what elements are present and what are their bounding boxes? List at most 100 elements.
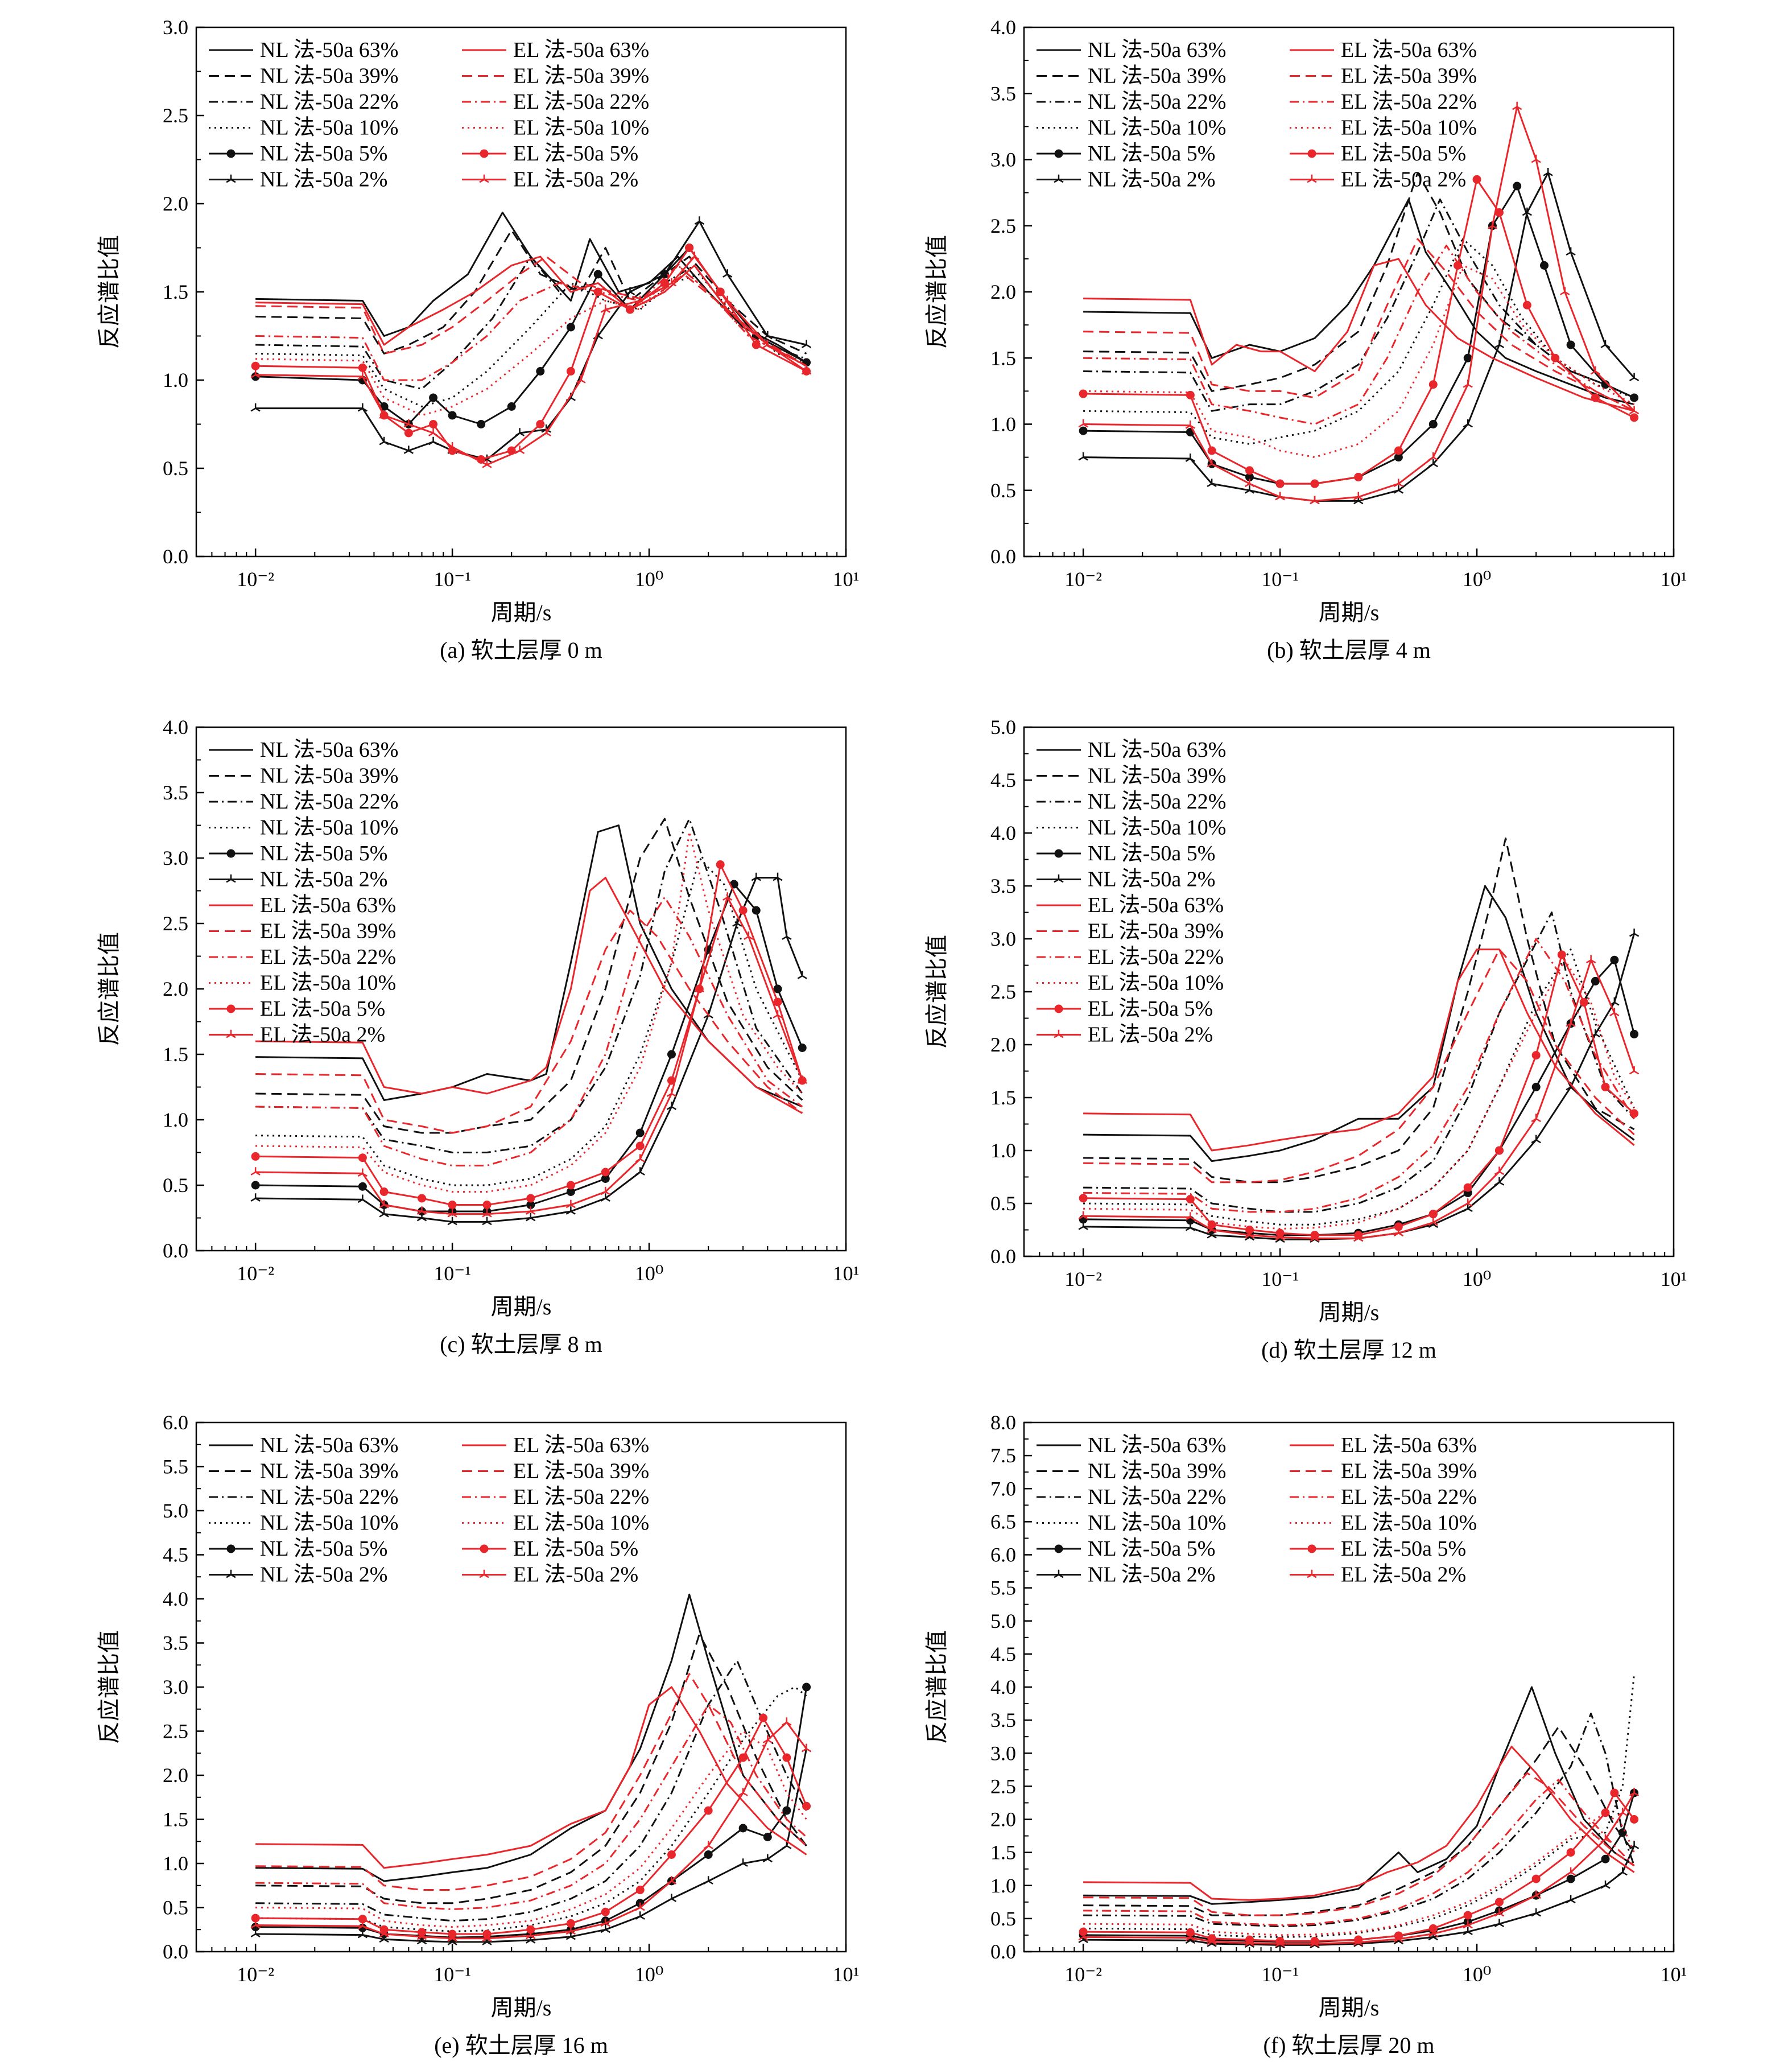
series-line-11 xyxy=(1083,178,1635,485)
legend-label: EL 法-50a 2% xyxy=(1341,168,1466,192)
data-point xyxy=(1566,1867,1576,1876)
data-point xyxy=(250,369,261,378)
data-point xyxy=(1522,207,1533,216)
data-point xyxy=(1207,459,1217,468)
data-point xyxy=(635,1911,645,1920)
data-point xyxy=(1531,1082,1541,1091)
data-point xyxy=(635,1902,645,1911)
legend-label: EL 法-50a 39% xyxy=(1341,1459,1477,1483)
panel-caption: (e) 软土层厚 16 m xyxy=(434,2032,608,2058)
data-point xyxy=(689,251,700,260)
data-point xyxy=(566,367,575,376)
y-tick-label: 4.0 xyxy=(163,1587,188,1610)
legend-sample-11-marker xyxy=(226,1004,236,1013)
series-line-8 xyxy=(255,909,803,1134)
data-point xyxy=(1244,479,1255,487)
data-point xyxy=(1531,154,1541,163)
data-point xyxy=(1601,1082,1610,1091)
y-tick-label: 3.0 xyxy=(990,1742,1016,1764)
legend-label: NL 法-50a 2% xyxy=(1088,168,1215,192)
series-line-9 xyxy=(1083,1779,1635,1926)
data-point xyxy=(1310,479,1319,488)
legend-sample-5-marker xyxy=(226,849,236,858)
data-point xyxy=(1079,1194,1088,1203)
data-point xyxy=(1630,1029,1639,1038)
data-point xyxy=(565,1931,576,1940)
legend-label: NL 法-50a 10% xyxy=(260,1511,398,1535)
legend-sample-6-marker xyxy=(1054,874,1064,883)
series-line-11 xyxy=(1083,1792,1635,1942)
data-point xyxy=(1566,247,1576,256)
series-line-5 xyxy=(255,247,807,425)
data-point xyxy=(379,1929,389,1937)
legend-label: EL 法-50a 5% xyxy=(1341,142,1466,166)
data-point xyxy=(667,1050,676,1059)
series-line-8 xyxy=(1083,238,1635,412)
data-point xyxy=(759,1713,768,1722)
series-line-9 xyxy=(255,896,803,1166)
legend-label: EL 法-50a 2% xyxy=(513,1563,638,1587)
y-tick-label: 6.5 xyxy=(990,1510,1016,1533)
data-point xyxy=(801,1743,812,1753)
data-point xyxy=(1531,1114,1541,1123)
data-point xyxy=(379,1199,389,1209)
legend-label: NL 法-50a 10% xyxy=(1088,116,1226,140)
data-point xyxy=(482,1201,492,1209)
x-axis-label: 周期/s xyxy=(491,1995,552,2020)
data-point xyxy=(566,1919,575,1928)
y-tick-label: 0.0 xyxy=(990,1940,1016,1963)
legend-label: EL 法-50a 63% xyxy=(260,893,396,917)
data-point xyxy=(1185,1932,1196,1941)
legend-sample-11-marker xyxy=(480,149,489,158)
data-point xyxy=(251,361,260,370)
legend-sample-12-marker xyxy=(479,174,489,183)
data-point xyxy=(1078,1211,1088,1220)
x-tick-label: 10¹ xyxy=(833,1963,860,1986)
data-point xyxy=(250,1167,261,1176)
legend-label: NL 法-50a 5% xyxy=(260,142,387,166)
y-tick-label: 6.0 xyxy=(163,1411,188,1434)
series-line-9 xyxy=(1083,245,1635,425)
y-tick-label: 1.5 xyxy=(990,347,1016,369)
data-point xyxy=(1494,1146,1504,1155)
data-point xyxy=(1630,393,1639,402)
data-point xyxy=(1600,340,1611,348)
x-tick-label: 10⁰ xyxy=(635,1963,663,1986)
data-point xyxy=(1601,1808,1610,1817)
data-point xyxy=(566,323,575,332)
y-tick-label: 3.5 xyxy=(163,1632,188,1655)
data-point xyxy=(447,1217,457,1226)
data-point xyxy=(1078,452,1088,461)
legend-label: EL 法-50a 10% xyxy=(513,116,649,140)
data-point xyxy=(738,1824,748,1833)
legend-label: NL 法-50a 39% xyxy=(1088,764,1226,788)
data-point xyxy=(694,216,705,225)
legend-label: EL 法-50a 5% xyxy=(260,997,385,1021)
x-axis-label: 周期/s xyxy=(1319,1300,1380,1325)
data-point xyxy=(1454,261,1463,270)
data-point xyxy=(1617,1808,1628,1816)
legend-label: NL 法-50a 63% xyxy=(260,738,398,762)
legend-sample-11-marker xyxy=(1307,149,1316,158)
data-point xyxy=(428,436,439,446)
x-tick-label: 10⁻² xyxy=(237,1262,274,1285)
data-point xyxy=(1617,1867,1628,1876)
data-point xyxy=(357,1168,368,1177)
y-axis-label: 反应谱比值 xyxy=(96,932,122,1046)
data-point xyxy=(1185,1222,1196,1231)
series-group xyxy=(1078,101,1640,505)
data-point xyxy=(762,1854,773,1863)
chart-panel-1: 0.0 0.5 1.0 1.5 2.0 2.5 3.0 10⁻² 10⁻¹ 10⁰ 10¹ 周期/s 反… xyxy=(96,16,859,663)
data-point xyxy=(704,1806,713,1815)
data-point xyxy=(635,295,645,304)
data-point xyxy=(773,1010,783,1018)
y-tick-label: 3.5 xyxy=(990,875,1016,897)
data-point xyxy=(1531,1874,1541,1883)
data-point xyxy=(797,1075,807,1084)
y-tick-label: 0.5 xyxy=(163,1896,188,1919)
data-point xyxy=(600,1924,610,1933)
legend-label: NL 法-50a 39% xyxy=(260,64,398,88)
x-axis-label: 周期/s xyxy=(1319,600,1380,625)
data-point xyxy=(1531,1908,1541,1917)
data-point xyxy=(482,1933,492,1942)
